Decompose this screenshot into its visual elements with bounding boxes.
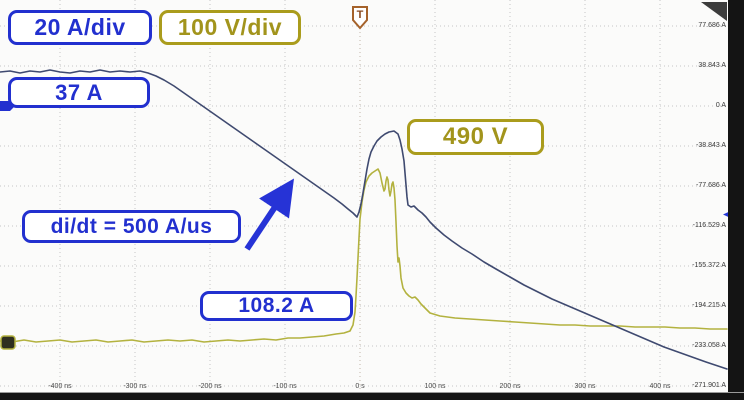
current-trace xyxy=(0,69,728,370)
graticule-grid xyxy=(0,0,728,392)
y-axis-tick: 38.843 A xyxy=(698,62,726,69)
didt-label: di/dt = 500 A/us xyxy=(22,210,241,243)
channel2-marker-icon xyxy=(0,335,16,350)
current-scale-label: 20 A/div xyxy=(8,10,152,45)
right-edge-bar xyxy=(728,0,744,392)
x-axis-tick: -100 ns xyxy=(273,383,297,390)
y-axis-tick: -155.372 A xyxy=(692,262,726,269)
x-axis-tick: 400 ns xyxy=(649,383,671,390)
y-axis-tick: -116.529 A xyxy=(692,222,726,229)
voltage-trace xyxy=(0,168,728,343)
voltage-scale-label: 100 V/div xyxy=(159,10,301,45)
y-axis-tick: -77.686 A xyxy=(696,182,726,189)
y-axis-tick: -271.901 A xyxy=(692,382,726,389)
trigger-marker-icon[interactable]: T xyxy=(352,6,368,30)
annotation-arrow-icon xyxy=(244,178,294,251)
svg-text:T: T xyxy=(357,9,364,21)
y-axis-tick: -38.843 A xyxy=(696,142,726,149)
x-axis-tick: 100 ns xyxy=(424,383,446,390)
x-axis-tick: 200 ns xyxy=(499,383,521,390)
x-axis-tick: -300 ns xyxy=(123,383,147,390)
x-axis-tick: 300 ns xyxy=(574,383,596,390)
y-axis-tick: 77.686 A xyxy=(698,22,726,29)
corner-fold-icon xyxy=(701,2,727,21)
y-axis-tick: -233.058 A xyxy=(692,342,726,349)
initial-current-label: 37 A xyxy=(8,77,150,108)
x-axis-tick: -200 ns xyxy=(198,383,222,390)
x-axis-tick: 0 s xyxy=(355,383,365,390)
y-axis-tick: 0 A xyxy=(715,102,726,109)
peak-voltage-label: 490 V xyxy=(407,119,544,155)
bottom-edge-bar xyxy=(0,392,744,400)
peak-current-label: 108.2 A xyxy=(200,291,353,321)
y-axis-tick: -194.215 A xyxy=(692,302,726,309)
x-axis-tick: -400 ns xyxy=(48,383,72,390)
